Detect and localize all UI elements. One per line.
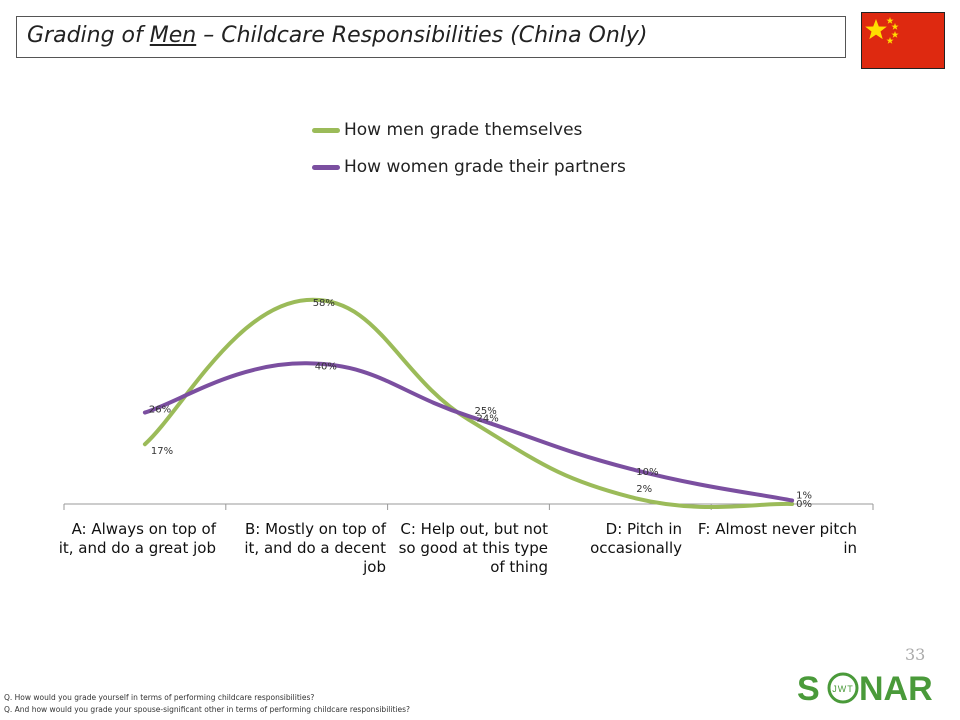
- footnote-2: Q. And how would you grade your spouse-s…: [4, 705, 410, 714]
- sonar-jwt-logo: S JWT NAR: [795, 662, 945, 716]
- series-line-men: [142, 297, 795, 510]
- legend-men-label: How men grade themselves: [344, 120, 583, 140]
- category-label-a: A: Always on top of it, and do a great j…: [58, 520, 216, 557]
- data-label-men-4: 0%: [796, 499, 812, 510]
- legend-men-swatch: [312, 127, 340, 133]
- category-label-d: D: Pitch in occasionally: [590, 520, 682, 557]
- series-line-women: [142, 361, 795, 503]
- title-box: Grading of Men – Childcare Responsibilit…: [16, 16, 846, 58]
- data-label-men-1: 58%: [313, 298, 335, 309]
- category-label-c: C: Help out, but not so good at this typ…: [398, 520, 548, 576]
- data-label-women-0: 26%: [149, 405, 171, 416]
- svg-text:NAR: NAR: [859, 670, 933, 708]
- data-label-men-2: 24%: [477, 414, 499, 425]
- category-label-b: B: Mostly on top of it, and do a decent …: [244, 520, 386, 576]
- svg-text:JWT: JWT: [832, 684, 854, 694]
- data-label-women-2: 25%: [475, 406, 497, 417]
- page-title: Grading of Men – Childcare Responsibilit…: [27, 23, 648, 48]
- page-number: 33: [905, 645, 926, 664]
- data-label-men-0: 17%: [151, 446, 173, 457]
- legend-women: How women grade their partners: [312, 154, 626, 180]
- data-label-men-3: 2%: [636, 484, 652, 495]
- legend-men: How men grade themselves: [312, 117, 582, 143]
- legend-women-label: How women grade their partners: [344, 157, 626, 177]
- data-label-women-4: 1%: [796, 490, 812, 501]
- legend-women-swatch: [312, 164, 340, 170]
- line-chart: 17% 58% 24% 2% 0% 26% 40% 25% 10% 1%: [63, 297, 874, 510]
- svg-text:S: S: [797, 670, 820, 708]
- footnote-1: Q. How would you grade yourself in terms…: [4, 693, 315, 702]
- data-label-women-1: 40%: [315, 361, 337, 372]
- category-label-f: F: Almost never pitch in: [697, 520, 857, 557]
- data-label-women-3: 10%: [636, 467, 658, 478]
- china-flag-icon: [861, 12, 945, 69]
